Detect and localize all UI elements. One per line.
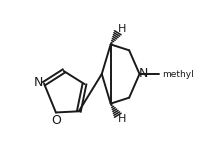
Text: H: H [118, 114, 126, 124]
Text: O: O [51, 114, 61, 127]
Text: H: H [118, 24, 126, 34]
Text: N: N [34, 76, 43, 89]
Text: methyl: methyl [162, 70, 194, 78]
Text: N: N [139, 67, 148, 80]
